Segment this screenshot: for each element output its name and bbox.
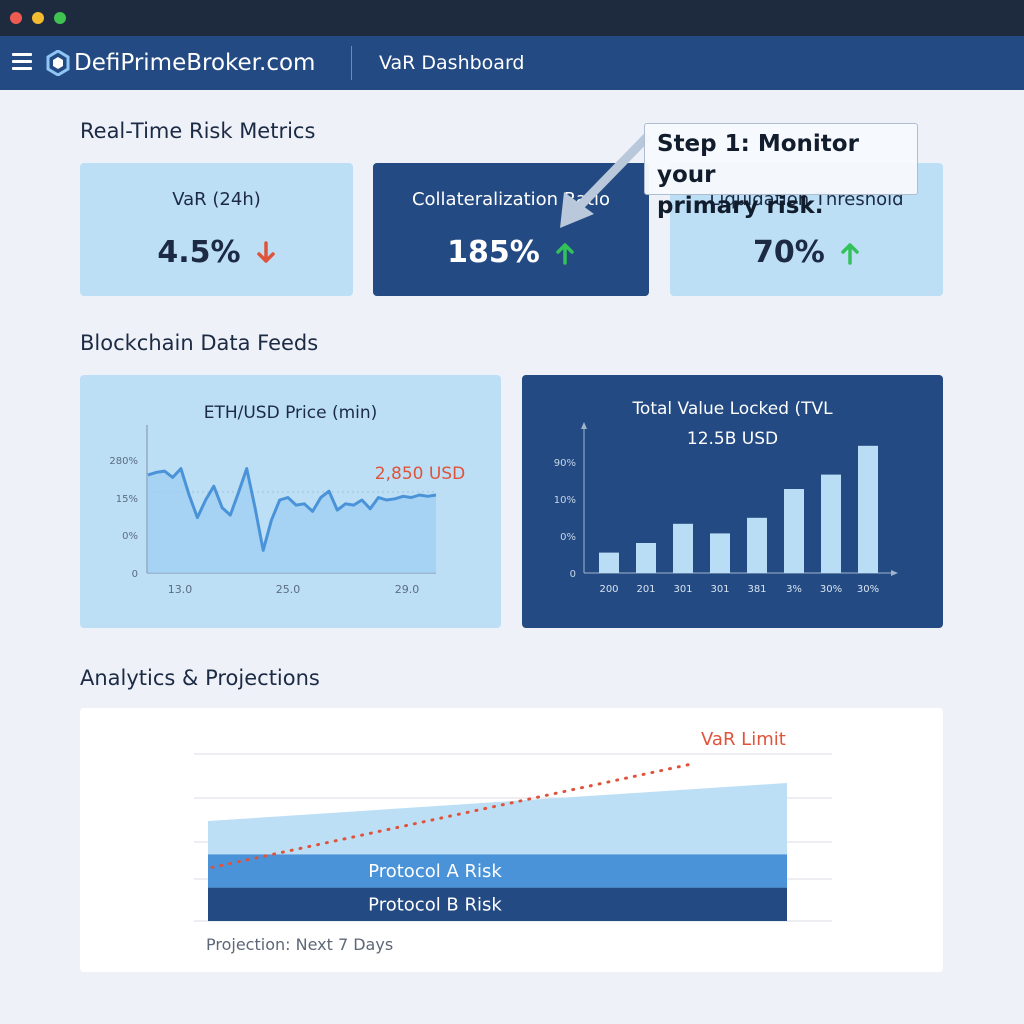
var-limit-line: [210, 762, 694, 869]
y-tick-label: 90%: [554, 458, 576, 469]
x-tick-label: 201: [636, 584, 655, 595]
x-tick-label: 301: [673, 584, 692, 595]
callout-line-1: Step 1: Monitor your: [657, 131, 859, 188]
arrow-up-icon: [556, 242, 574, 265]
chart-title: Total Value Locked (TVL: [632, 399, 833, 419]
maximize-window-button[interactable]: [54, 12, 66, 24]
layer-label: Protocol B Risk: [368, 894, 502, 915]
price-line-series: [147, 467, 437, 552]
var-limit-label: VaR Limit: [701, 729, 786, 750]
tvl-bar-chart: 0 0% 10% 90% 200 201 301 301 381 3% 30% 30%: [554, 422, 898, 595]
chart-caption: Projection: Next 7 Days: [206, 935, 394, 954]
y-tick-label: 10%: [554, 495, 576, 506]
y-tick-label: 0%: [560, 532, 576, 543]
tvl-bar: [821, 474, 841, 573]
y-tick-label: 0: [132, 569, 138, 580]
x-tick-label: 30%: [820, 584, 842, 595]
price-area-fill: [148, 468, 436, 573]
x-tick-label: 381: [747, 584, 766, 595]
tutorial-callout: Step 1: Monitor your primary risk.: [644, 123, 918, 219]
projection-chart-card: Protocol B Risk Protocol A Risk VaR Limit …: [80, 708, 943, 972]
projection-area-chart: Protocol B Risk Protocol A Risk VaR Limit: [194, 729, 832, 922]
layer-label: Protocol A Risk: [368, 861, 502, 882]
window-titlebar: [0, 0, 1024, 36]
x-tick-label: 30%: [857, 584, 879, 595]
tvl-bar: [636, 543, 656, 573]
metric-card-var[interactable]: VaR (24h) 4.5%: [80, 163, 353, 296]
callout-line-2: primary risk.: [657, 193, 824, 219]
x-axis-arrowhead: [891, 570, 898, 576]
y-tick-label: 280%: [109, 456, 138, 467]
y-axis-arrowhead: [581, 422, 587, 429]
tvl-bar: [747, 517, 767, 573]
risk-area-layer: [208, 887, 787, 921]
tvl-chart-card: Total Value Locked (TVL 12.5B USD 0 0% 10%…: [522, 375, 943, 628]
callout-arrow-icon: [560, 133, 651, 228]
page-title: VaR Dashboard: [379, 52, 525, 74]
tvl-bar: [858, 445, 878, 573]
metric-label: VaR (24h): [172, 189, 261, 210]
tvl-bar: [673, 523, 693, 573]
chart-subtitle: 12.5B USD: [686, 429, 779, 449]
x-tick-label: 25.0: [276, 583, 301, 596]
header-divider: [351, 46, 352, 80]
brand-name[interactable]: DefiPrimeBroker.com: [74, 50, 316, 76]
y-tick-label: 0%: [122, 531, 138, 542]
metrics-section-heading: Real-Time Risk Metrics: [80, 119, 316, 143]
x-tick-label: 29.0: [395, 583, 420, 596]
hexagon-logo-icon: [46, 50, 70, 76]
x-tick-label: 13.0: [168, 583, 193, 596]
x-tick-label: 301: [710, 584, 729, 595]
metric-value: 185%: [447, 235, 540, 270]
tvl-bar: [599, 552, 619, 573]
risk-area-layer: [208, 782, 787, 855]
arrow-up-icon: [841, 242, 859, 265]
risk-area-layer: [208, 854, 787, 888]
hamburger-menu-icon[interactable]: [12, 53, 32, 71]
tvl-bar: [784, 489, 804, 573]
arrow-down-icon: [256, 240, 275, 263]
x-tick-label: 200: [599, 584, 618, 595]
metric-label: Collateralization Ratio: [411, 189, 611, 210]
analytics-section-heading: Analytics & Projections: [80, 666, 320, 690]
metric-value: 70%: [753, 235, 825, 270]
y-tick-label: 0: [570, 569, 576, 580]
eth-price-line-chart: 0 0% 15% 280% 13.0 25.0 29.0 2,850 USD: [109, 425, 465, 596]
close-window-button[interactable]: [10, 12, 22, 24]
metric-value: 4.5%: [157, 235, 241, 270]
tvl-bar: [710, 533, 730, 573]
chart-title: ETH/USD Price (min): [203, 403, 378, 423]
x-tick-label: 3%: [786, 584, 802, 595]
y-tick-label: 15%: [116, 494, 138, 505]
eth-price-chart-card: ETH/USD Price (min) 0 0% 15% 280% 13.0 25.0 29…: [80, 375, 501, 628]
feeds-section-heading: Blockchain Data Feeds: [80, 331, 319, 355]
minimize-window-button[interactable]: [32, 12, 44, 24]
price-annotation: 2,850 USD: [375, 464, 465, 484]
app-header: DefiPrimeBroker.com VaR Dashboard: [0, 36, 1024, 90]
